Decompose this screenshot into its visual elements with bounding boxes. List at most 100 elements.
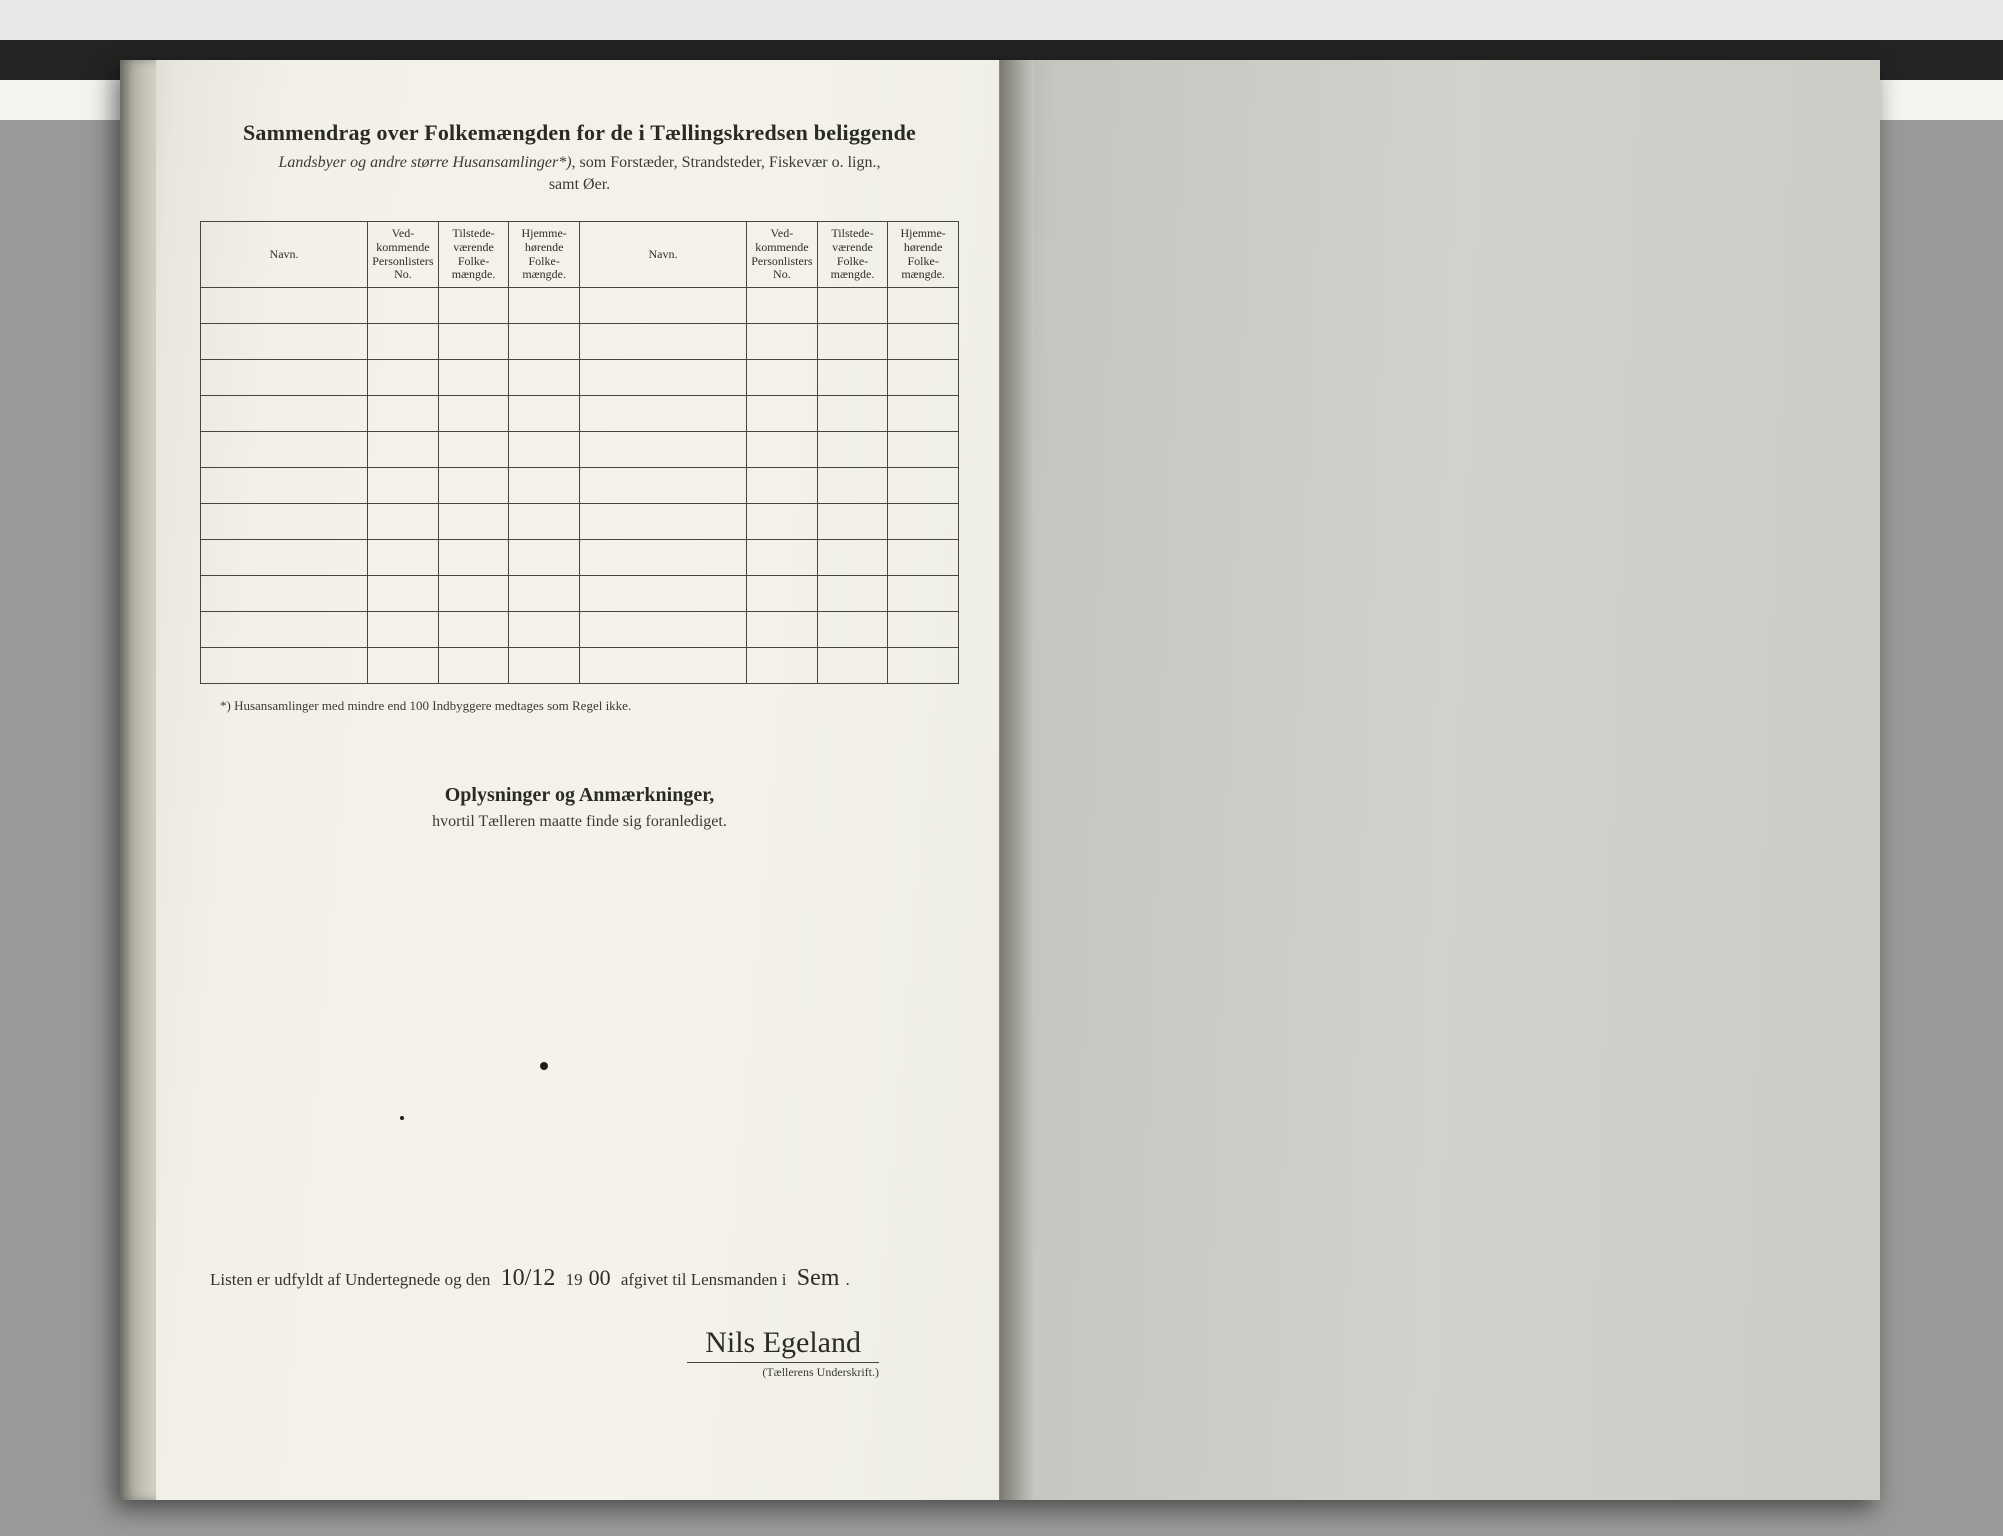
table-cell [509,468,580,504]
table-row [201,504,959,540]
table-cell [817,360,888,396]
census-book: Sammendrag over Folkemængden for de i Tæ… [120,60,1880,1500]
attest-year-pre: 19 [566,1270,583,1289]
table-cell [509,432,580,468]
table-cell [817,648,888,684]
table-cell [438,396,509,432]
table-row [201,648,959,684]
col-header: Navn. [579,222,746,288]
table-cell [201,612,368,648]
table-cell [888,360,959,396]
table-row [201,324,959,360]
left-page: Sammendrag over Folkemængden for de i Tæ… [120,60,1000,1500]
table-cell [747,540,818,576]
table-cell [888,612,959,648]
signature-block: Nils Egeland (Tællerens Underskrift.) [210,1326,939,1380]
table-cell [888,540,959,576]
footnote: *) Husansamlinger med mindre end 100 Ind… [200,698,959,714]
table-row [201,576,959,612]
table-cell [747,360,818,396]
table-cell [747,324,818,360]
table-cell [201,540,368,576]
table-cell [509,360,580,396]
table-cell [368,504,439,540]
table-cell [509,540,580,576]
table-cell [368,288,439,324]
table-cell [579,540,746,576]
table-cell [201,360,368,396]
attest-date: 10/12 [495,1265,562,1291]
table-cell [201,396,368,432]
table-cell [438,288,509,324]
table-cell [888,324,959,360]
table-cell [579,288,746,324]
signature-label: (Tællerens Underskrift.) [210,1365,879,1380]
table-cell [368,540,439,576]
table-cell [509,612,580,648]
table-cell [579,612,746,648]
table-cell [509,648,580,684]
subtitle-line2: samt Øer. [549,176,610,193]
table-cell [747,432,818,468]
table-cell [368,612,439,648]
table-cell [509,324,580,360]
table-cell [368,468,439,504]
table-cell [888,504,959,540]
table-cell [579,648,746,684]
subtitle-italic: Landsbyer og andre større Husansamlinger… [279,154,572,171]
table-cell [201,468,368,504]
col-header: Tilstede-værende Folke-mængde. [438,222,509,288]
table-cell [817,504,888,540]
table-row [201,612,959,648]
table-cell [817,288,888,324]
table-cell [201,324,368,360]
table-row [201,432,959,468]
col-header: Ved-kommende Personlisters No. [368,222,439,288]
summary-table: Navn.Ved-kommende Personlisters No.Tilst… [200,221,959,684]
attestation-line: Listen er udfyldt af Undertegnede og den… [210,1265,939,1380]
table-cell [368,576,439,612]
table-cell [438,540,509,576]
col-header: Navn. [201,222,368,288]
table-cell [579,432,746,468]
col-header: Hjemme-hørende Folke-mængde. [509,222,580,288]
table-cell [579,360,746,396]
col-header: Tilstede-værende Folke-mængde. [817,222,888,288]
table-cell [888,288,959,324]
table-cell [747,504,818,540]
table-cell [579,576,746,612]
col-header: Hjemme-hørende Folke-mængde. [888,222,959,288]
table-row [201,288,959,324]
table-cell [888,396,959,432]
table-cell [747,468,818,504]
table-row [201,396,959,432]
table-cell [438,504,509,540]
page-title: Sammendrag over Folkemængden for de i Tæ… [200,120,959,146]
remarks-title: Oplysninger og Anmærkninger, [200,784,959,807]
table-cell [201,432,368,468]
table-cell [579,504,746,540]
attest-mid: afgivet til Lensmanden i [621,1270,791,1289]
table-cell [368,648,439,684]
table-cell [817,432,888,468]
table-row [201,468,959,504]
table-cell [438,576,509,612]
table-cell [579,468,746,504]
attest-pre: Listen er udfyldt af Undertegnede og den [210,1270,495,1289]
col-header: Ved-kommende Personlisters No. [747,222,818,288]
table-cell [438,468,509,504]
table-cell [888,468,959,504]
attest-year: 00 [583,1265,617,1290]
subtitle-rest: , som Forstæder, Strandsteder, Fiskevær … [572,154,881,171]
table-cell [438,360,509,396]
table-cell [438,648,509,684]
table-cell [747,576,818,612]
table-row [201,360,959,396]
table-cell [888,576,959,612]
table-cell [509,576,580,612]
table-row [201,540,959,576]
table-cell [817,396,888,432]
table-cell [368,396,439,432]
table-cell [201,504,368,540]
table-cell [509,288,580,324]
